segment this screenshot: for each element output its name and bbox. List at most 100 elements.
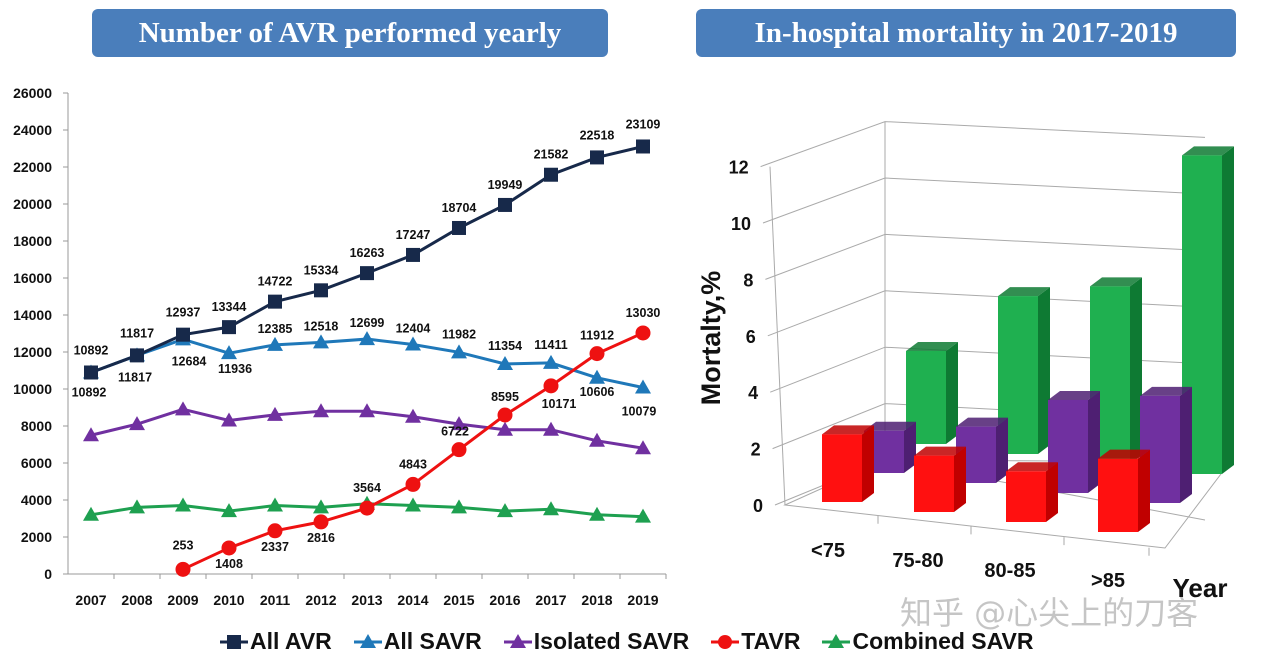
legend: All AVR All SAVR Isolated SAVR TAVR Combined…	[220, 628, 1034, 655]
x-tick-label: 2016	[489, 592, 520, 608]
data-label: 2337	[261, 540, 289, 554]
data-point	[635, 379, 651, 394]
data-point	[267, 336, 283, 351]
data-point	[452, 220, 466, 235]
y-tick-label: 18000	[13, 233, 52, 249]
data-point	[359, 500, 375, 516]
bar-front	[914, 455, 954, 512]
y-tick-label: 26000	[13, 85, 52, 101]
data-label: 19949	[488, 178, 523, 192]
data-point	[635, 508, 651, 523]
data-label: 12518	[304, 319, 339, 333]
legend-marker-icon	[220, 634, 248, 649]
y-tick-label: 14000	[13, 307, 52, 323]
data-point	[543, 354, 559, 369]
data-point	[635, 325, 651, 341]
data-label: 17247	[396, 228, 431, 242]
bar-top	[906, 341, 958, 351]
y-tick-label: 0	[753, 496, 763, 516]
data-label: 3564	[353, 481, 381, 495]
legend-item: TAVR	[711, 628, 800, 655]
data-point	[497, 503, 513, 518]
data-point	[313, 334, 329, 349]
data-point	[589, 346, 605, 362]
data-label: 13030	[626, 306, 661, 320]
line-chart-title: Number of AVR performed yearly	[92, 9, 608, 57]
bar-side	[954, 446, 966, 512]
x-axis-label: Year	[1173, 573, 1228, 603]
data-label: 13344	[212, 300, 247, 314]
data-point	[268, 294, 282, 309]
bar-side	[946, 341, 958, 444]
data-label: 12699	[350, 316, 385, 330]
bar-side	[1180, 386, 1192, 503]
bar-top	[1140, 386, 1192, 396]
bar-side	[1088, 390, 1100, 493]
bar-side	[1046, 462, 1058, 522]
y-axis-label: Mortalty,%	[696, 271, 726, 406]
y-tick-label: 6	[746, 327, 756, 347]
data-label: 11354	[488, 339, 522, 353]
legend-label: TAVR	[741, 628, 801, 654]
legend-marker-icon	[503, 633, 532, 648]
bar	[998, 287, 1050, 454]
bar-chart-title: In-hospital mortality in 2017-2019	[696, 9, 1236, 57]
y-tick-label: 10000	[13, 381, 52, 397]
bar	[914, 446, 966, 512]
bar-front	[1006, 471, 1046, 522]
data-label: 4843	[399, 457, 427, 471]
data-point	[221, 412, 237, 427]
data-point	[221, 540, 237, 556]
bar-side	[904, 421, 916, 473]
legend-item: Combined SAVR	[822, 628, 1034, 655]
data-label: 11817	[118, 370, 152, 384]
y-axis	[769, 166, 786, 506]
data-label: 2816	[307, 531, 335, 545]
data-label: 22518	[580, 128, 615, 142]
x-tick-label: 2007	[75, 592, 106, 608]
bar-side	[1138, 449, 1150, 532]
y-tick-label: 6000	[21, 455, 52, 471]
x-tick-label: 80-85	[984, 560, 1035, 582]
data-point	[129, 416, 145, 431]
data-point	[497, 407, 513, 423]
data-point	[267, 523, 283, 539]
data-label: 14722	[258, 275, 293, 289]
data-point	[543, 378, 559, 394]
data-point	[405, 408, 421, 423]
data-label: 11982	[442, 327, 476, 341]
x-tick-label: 2008	[121, 592, 152, 608]
data-point	[175, 497, 191, 512]
data-point	[497, 355, 513, 370]
bar-front	[1098, 458, 1138, 532]
x-tick-label: >85	[1091, 570, 1125, 592]
y-tick-label: 12000	[13, 344, 52, 360]
data-point	[544, 167, 558, 182]
bar-top	[864, 421, 916, 431]
data-label: 15334	[304, 263, 339, 277]
bar-top	[1098, 449, 1150, 459]
data-point	[176, 327, 190, 342]
x-tick-label: <75	[811, 540, 845, 562]
data-label: 16263	[350, 246, 385, 260]
data-point	[405, 497, 421, 512]
legend-marker-icon	[822, 633, 851, 648]
watermark: 知乎 @心尖上的刀客	[900, 594, 1199, 632]
data-label: 8595	[491, 390, 519, 404]
bar-top	[1182, 146, 1234, 156]
y-tick-label: 2000	[21, 529, 52, 545]
y-tick-label: 10	[731, 214, 751, 234]
data-point	[405, 476, 421, 492]
data-point	[589, 369, 605, 384]
y-tick-label: 0	[44, 566, 52, 582]
gridline	[762, 177, 1206, 224]
data-point	[589, 506, 605, 521]
legend-item: All SAVR	[353, 628, 482, 655]
legend-label: All SAVR	[383, 628, 482, 654]
data-label: 18704	[442, 201, 477, 215]
bar-side	[996, 417, 1008, 483]
data-point	[451, 499, 467, 514]
bar-side	[862, 425, 874, 502]
y-tick-label: 22000	[13, 159, 52, 175]
data-point	[313, 514, 329, 530]
